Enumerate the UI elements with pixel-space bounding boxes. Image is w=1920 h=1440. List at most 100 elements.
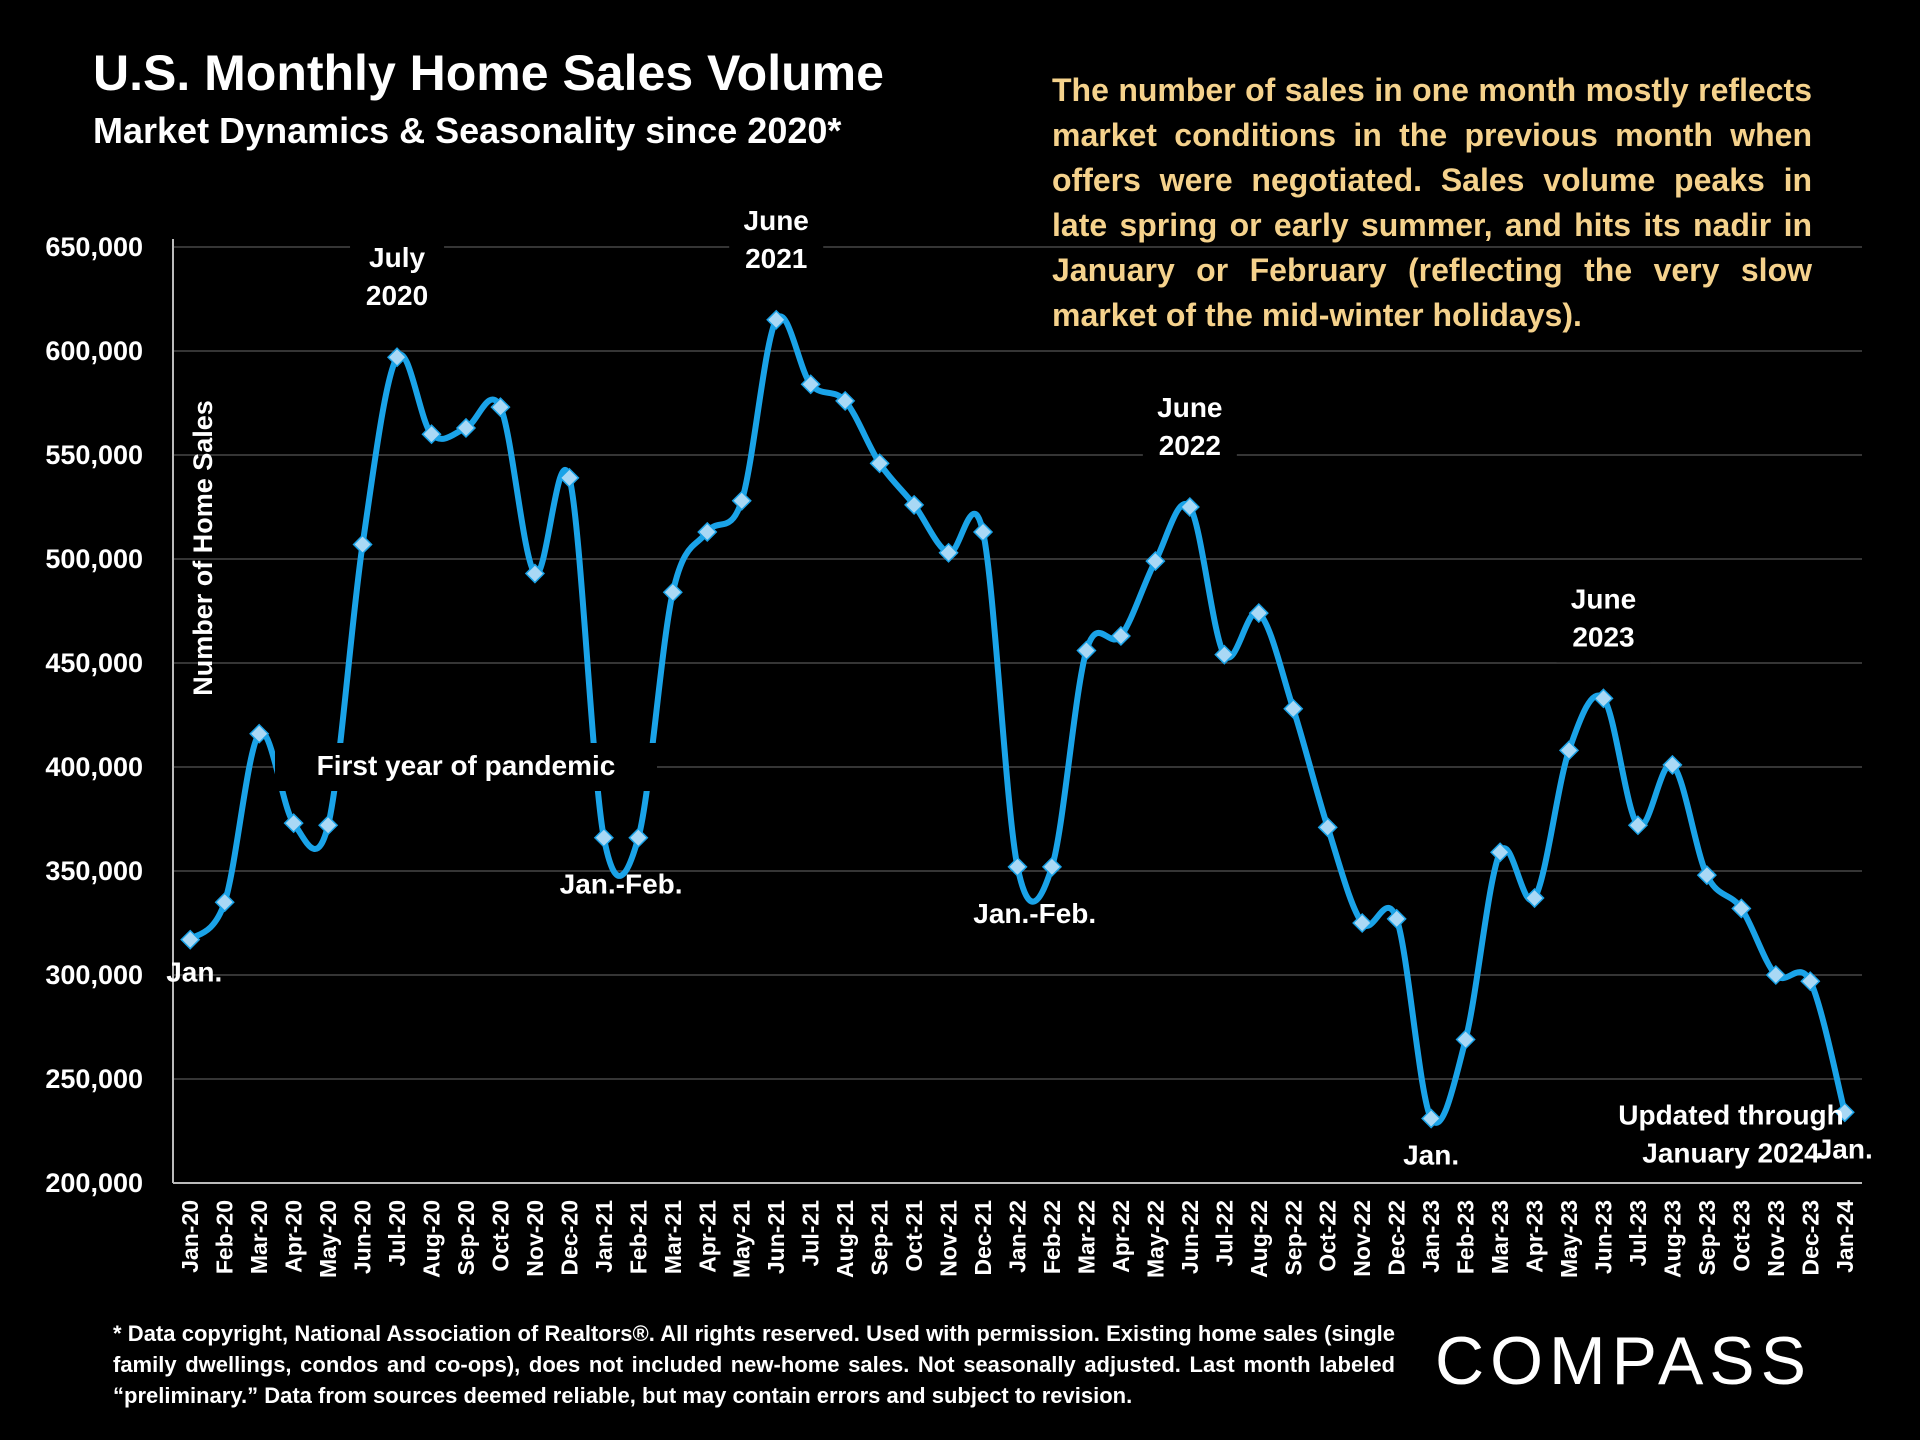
- data-point: [490, 397, 511, 418]
- data-point: [662, 582, 683, 603]
- y-axis-label: Number of Home Sales: [188, 400, 218, 696]
- data-point: [1558, 740, 1580, 761]
- data-point: [1765, 964, 1786, 986]
- data-point: [1248, 603, 1269, 624]
- x-tick-label: Mar-23: [1487, 1200, 1513, 1274]
- data-point: [1007, 856, 1028, 877]
- data-point: [1800, 971, 1821, 992]
- data-point: [835, 390, 856, 411]
- data-point: [938, 542, 959, 563]
- data-point: [1593, 688, 1614, 709]
- x-tick-label: Jun-20: [350, 1200, 376, 1274]
- data-point: [1421, 1108, 1442, 1129]
- y-tick-label: 500,000: [45, 544, 143, 574]
- data-point: [1662, 754, 1683, 775]
- x-tick-label: Sep-22: [1280, 1200, 1306, 1275]
- data-point: [1834, 1102, 1855, 1123]
- data-point: [318, 815, 339, 836]
- x-tick-label: Apr-20: [281, 1200, 307, 1273]
- x-tick-label: Dec-20: [556, 1200, 582, 1275]
- x-tick-label: Mar-21: [660, 1200, 686, 1274]
- data-point: [1696, 865, 1717, 886]
- x-tick-label: Oct-21: [901, 1200, 927, 1272]
- data-point: [628, 827, 649, 848]
- x-tick-label: May-22: [1142, 1200, 1168, 1278]
- data-point: [1110, 625, 1131, 647]
- x-tick-label: Nov-20: [522, 1200, 548, 1277]
- x-tick-label: Jun-21: [763, 1200, 789, 1274]
- series-line: [188, 313, 1848, 1126]
- x-tick-label: Feb-23: [1453, 1200, 1479, 1274]
- chart-title: U.S. Monthly Home Sales Volume: [93, 45, 884, 101]
- data-point: [1352, 912, 1373, 934]
- annotation: Jan.: [166, 957, 222, 988]
- gridlines: [173, 246, 1862, 1080]
- annotation-background: [350, 235, 445, 322]
- explanatory-note: The number of sales in one month mostly …: [1052, 72, 1812, 333]
- data-point: [1283, 698, 1304, 719]
- data-point: [800, 374, 821, 395]
- x-tick-label: Apr-23: [1522, 1200, 1548, 1273]
- x-tick-label: Nov-21: [936, 1200, 962, 1277]
- x-tick-labels: Jan-20 Feb-20 Mar-20 Apr-20 May-20 Jun-20 Jul-…: [177, 1200, 1858, 1278]
- x-tick-label: Jul-23: [1625, 1200, 1651, 1266]
- y-tick-labels: 200,000 250,000 300,000 350,000 400,000 450,0…: [45, 232, 143, 1198]
- x-tick-label: May-23: [1556, 1200, 1582, 1278]
- x-tick-label: May-20: [315, 1200, 341, 1278]
- data-point: [593, 827, 614, 848]
- y-tick-label: 650,000: [45, 232, 143, 262]
- x-tick-label: Oct-23: [1728, 1200, 1754, 1272]
- x-tick-label: Dec-22: [1384, 1200, 1410, 1275]
- x-tick-label: Jun-22: [1177, 1200, 1203, 1274]
- data-point: [1214, 644, 1235, 665]
- x-tick-label: Aug-20: [419, 1200, 445, 1278]
- data-point: [1627, 815, 1649, 836]
- data-point: [972, 521, 994, 543]
- data-point: [352, 534, 373, 555]
- data-point: [1731, 898, 1752, 919]
- data-point: [180, 929, 201, 950]
- data-point: [421, 424, 442, 445]
- x-tick-label: Jun-23: [1590, 1200, 1616, 1274]
- x-tick-label: Apr-21: [694, 1200, 720, 1273]
- annotation: Jan.: [1817, 1133, 1873, 1164]
- annotation: Jan.: [1403, 1140, 1459, 1171]
- x-tick-label: Jan-24: [1832, 1200, 1858, 1273]
- x-tick-label: Nov-23: [1763, 1200, 1789, 1277]
- x-tick-label: Jan-22: [1005, 1200, 1031, 1273]
- x-tick-label: Sep-20: [453, 1200, 479, 1275]
- data-point: [1490, 842, 1511, 863]
- chart-subtitle: Market Dynamics & Seasonality since 2020…: [93, 110, 842, 151]
- x-tick-label: Jul-20: [384, 1200, 410, 1266]
- data-point: [766, 309, 787, 330]
- x-tick-label: Sep-23: [1694, 1200, 1720, 1275]
- data-point: [524, 563, 545, 584]
- data-point: [386, 347, 408, 368]
- data-point: [904, 494, 925, 515]
- footnote: * Data copyright, National Association o…: [113, 1321, 1395, 1408]
- data-point: [1455, 1029, 1476, 1050]
- x-tick-label: Mar-20: [246, 1200, 272, 1274]
- data-point: [1041, 856, 1063, 877]
- y-tick-label: 200,000: [45, 1168, 143, 1198]
- annotation-background: [729, 197, 824, 284]
- data-point: [455, 417, 477, 439]
- annotation-background: [1556, 576, 1651, 663]
- annotations: Jan. July 2020 First year of pandemic Jan.-F…: [166, 197, 1873, 1171]
- x-tick-label: Dec-23: [1797, 1200, 1823, 1275]
- x-tick-label: Jan-20: [177, 1200, 203, 1273]
- annotation: Jan.-Feb.: [560, 869, 683, 900]
- x-tick-label: Jul-21: [798, 1200, 824, 1267]
- data-point: [283, 813, 304, 834]
- x-tick-label: Feb-20: [212, 1200, 238, 1274]
- data-point: [1179, 496, 1200, 518]
- x-tick-label: Feb-22: [1039, 1200, 1065, 1274]
- annotation: First year of pandemic: [317, 750, 616, 781]
- annotation: June 2023: [1571, 583, 1636, 652]
- y-tick-label: 250,000: [45, 1064, 143, 1094]
- data-point: [869, 453, 890, 474]
- x-tick-label: Jan-21: [591, 1200, 617, 1273]
- x-tick-label: Apr-22: [1108, 1200, 1134, 1273]
- data-point: [249, 723, 270, 744]
